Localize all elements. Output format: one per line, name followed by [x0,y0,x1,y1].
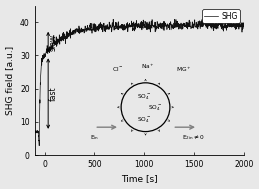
SHG [112,18,115,20]
SHG [162,27,165,30]
Text: slow: slow [49,33,58,51]
SHG [47,48,50,50]
SHG [224,27,227,29]
SHG [36,131,39,133]
SHG [164,25,167,27]
SHG [38,145,41,147]
SHG [75,27,78,29]
Y-axis label: SHG field [a.u.]: SHG field [a.u.] [5,46,15,115]
Text: fast: fast [49,86,58,101]
Line: SHG: SHG [35,19,244,146]
SHG [242,24,245,26]
X-axis label: Time [s]: Time [s] [121,174,157,184]
Legend: SHG: SHG [202,9,240,23]
SHG [33,130,36,132]
